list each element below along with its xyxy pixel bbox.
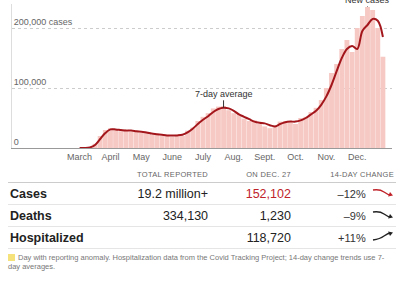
svg-text:0: 0: [14, 137, 19, 147]
html-text:–12%: –12%: [337, 187, 366, 200]
svg-text:April: April: [101, 152, 119, 162]
html-text:334,130: 334,130: [162, 208, 209, 223]
svg-text:Nov.: Nov.: [317, 152, 335, 162]
html-text:Day with reporting anomaly. Ho: Day with reporting anomaly. Hospitalizat…: [8, 253, 385, 271]
html-text:14-DAY CHANGE: 14-DAY CHANGE: [330, 170, 394, 179]
svg-text:100,000: 100,000: [14, 77, 47, 87]
html-text:TOTAL REPORTED: TOTAL REPORTED: [137, 170, 209, 179]
svg-text:July: July: [195, 152, 212, 162]
html-text:Hospitalized: Hospitalized: [10, 230, 84, 245]
svg-text:June: June: [162, 152, 182, 162]
html-text:Deaths: Deaths: [10, 208, 52, 223]
html-text:118,720: 118,720: [246, 230, 291, 245]
svg-text:Oct.: Oct.: [287, 152, 304, 162]
svg-text:Dec.: Dec.: [348, 152, 367, 162]
html-text:19.2 million+: 19.2 million+: [137, 186, 209, 201]
svg-text:Aug.: Aug.: [225, 152, 244, 162]
svg-text:200,000 cases: 200,000 cases: [14, 17, 73, 27]
html-text:Cases: Cases: [10, 186, 47, 201]
html-text:–9%: –9%: [343, 209, 366, 222]
html-text:1,230: 1,230: [259, 208, 291, 223]
svg-text:Sept.: Sept.: [254, 152, 275, 162]
svg-text:7-day average: 7-day average: [195, 89, 253, 99]
html-text:+11%: +11%: [338, 231, 366, 244]
svg-text:March: March: [67, 152, 92, 162]
html-text:152,102: 152,102: [245, 186, 291, 201]
svg-text:New cases: New cases: [345, 0, 390, 5]
svg-text:May: May: [133, 152, 151, 162]
html-text:ON DEC. 27: ON DEC. 27: [246, 170, 291, 179]
